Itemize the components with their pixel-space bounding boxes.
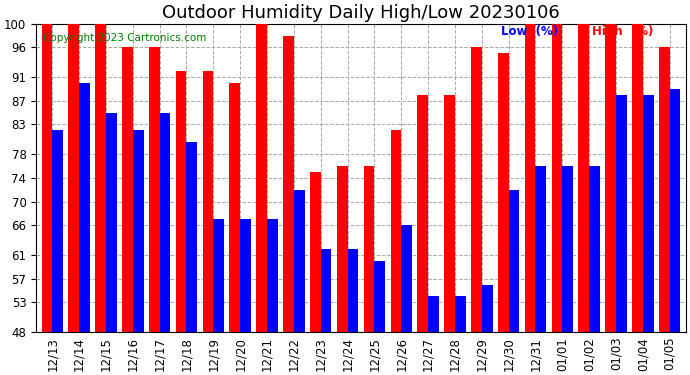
Bar [122, 47, 132, 332]
Bar [455, 296, 466, 332]
Bar [632, 24, 643, 332]
Bar [375, 261, 385, 332]
Bar [670, 89, 680, 332]
Text: Low  (%): Low (%) [501, 25, 558, 38]
Bar [52, 130, 63, 332]
Bar [348, 249, 358, 332]
Bar [391, 130, 402, 332]
Bar [106, 112, 117, 332]
Bar [240, 219, 251, 332]
Bar [68, 24, 79, 332]
Bar [176, 71, 186, 332]
Text: High  (%): High (%) [591, 25, 653, 38]
Bar [578, 24, 589, 332]
Bar [428, 296, 439, 332]
Bar [321, 249, 331, 332]
Bar [509, 190, 520, 332]
Bar [283, 36, 294, 332]
Bar [294, 190, 304, 332]
Bar [498, 53, 509, 332]
Bar [213, 219, 224, 332]
Bar [605, 24, 616, 332]
Bar [310, 172, 321, 332]
Bar [525, 24, 535, 332]
Bar [230, 83, 240, 332]
Bar [535, 166, 546, 332]
Bar [95, 24, 106, 332]
Bar [643, 95, 653, 332]
Bar [444, 95, 455, 332]
Bar [417, 95, 428, 332]
Bar [589, 166, 600, 332]
Bar [551, 24, 562, 332]
Bar [132, 130, 144, 332]
Bar [79, 83, 90, 332]
Bar [337, 166, 348, 332]
Bar [41, 24, 52, 332]
Bar [562, 166, 573, 332]
Bar [186, 142, 197, 332]
Bar [159, 112, 170, 332]
Bar [482, 285, 493, 332]
Bar [267, 219, 278, 332]
Bar [364, 166, 375, 332]
Bar [616, 95, 627, 332]
Text: Copyright 2023 Cartronics.com: Copyright 2023 Cartronics.com [43, 33, 206, 43]
Title: Outdoor Humidity Daily High/Low 20230106: Outdoor Humidity Daily High/Low 20230106 [162, 4, 560, 22]
Bar [471, 47, 482, 332]
Bar [149, 47, 159, 332]
Bar [203, 71, 213, 332]
Bar [402, 225, 412, 332]
Bar [256, 24, 267, 332]
Bar [659, 47, 670, 332]
